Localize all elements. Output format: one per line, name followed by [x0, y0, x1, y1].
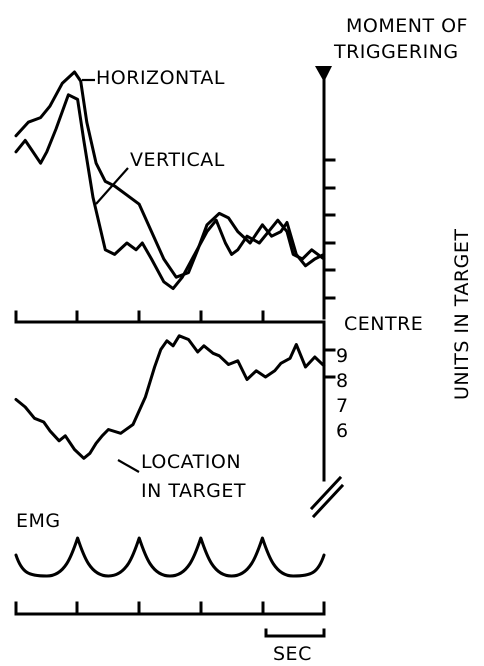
upper-time-axis: [14, 310, 326, 324]
y-tick-label-9: 9: [336, 345, 349, 367]
scale-bar-label: SEC: [273, 643, 312, 665]
right-axis-title: UNITS IN TARGET: [451, 229, 473, 400]
centre-label: CENTRE: [344, 313, 423, 335]
y-tick-label-6: 6: [336, 420, 349, 442]
emg-trace: [14, 536, 326, 578]
series-label-vertical: VERTICAL: [130, 149, 225, 171]
horizontal-trace: [14, 70, 326, 279]
location-trace: [14, 334, 326, 460]
lower-time-axis: [14, 601, 326, 616]
axis-break-mark: [311, 483, 345, 519]
trigger-header-line2: TRIGGERING: [333, 41, 459, 63]
series-label-horizontal: HORIZONTAL: [96, 67, 225, 89]
series-label-location-line1: LOCATION: [141, 451, 241, 473]
y-tick-label-7: 7: [336, 395, 349, 417]
vertical-trace: [14, 93, 326, 291]
series-label-emg: EMG: [16, 510, 61, 532]
axis-break-mark: [309, 475, 343, 511]
series-label-location-line2: IN TARGET: [141, 480, 246, 502]
vertical-pointer: [95, 167, 129, 205]
time-scale-bar: [264, 628, 326, 638]
trigger-header-line1: MOMENT OF: [346, 15, 468, 37]
y-tick-label-8: 8: [336, 370, 349, 392]
location-pointer: [117, 459, 140, 473]
